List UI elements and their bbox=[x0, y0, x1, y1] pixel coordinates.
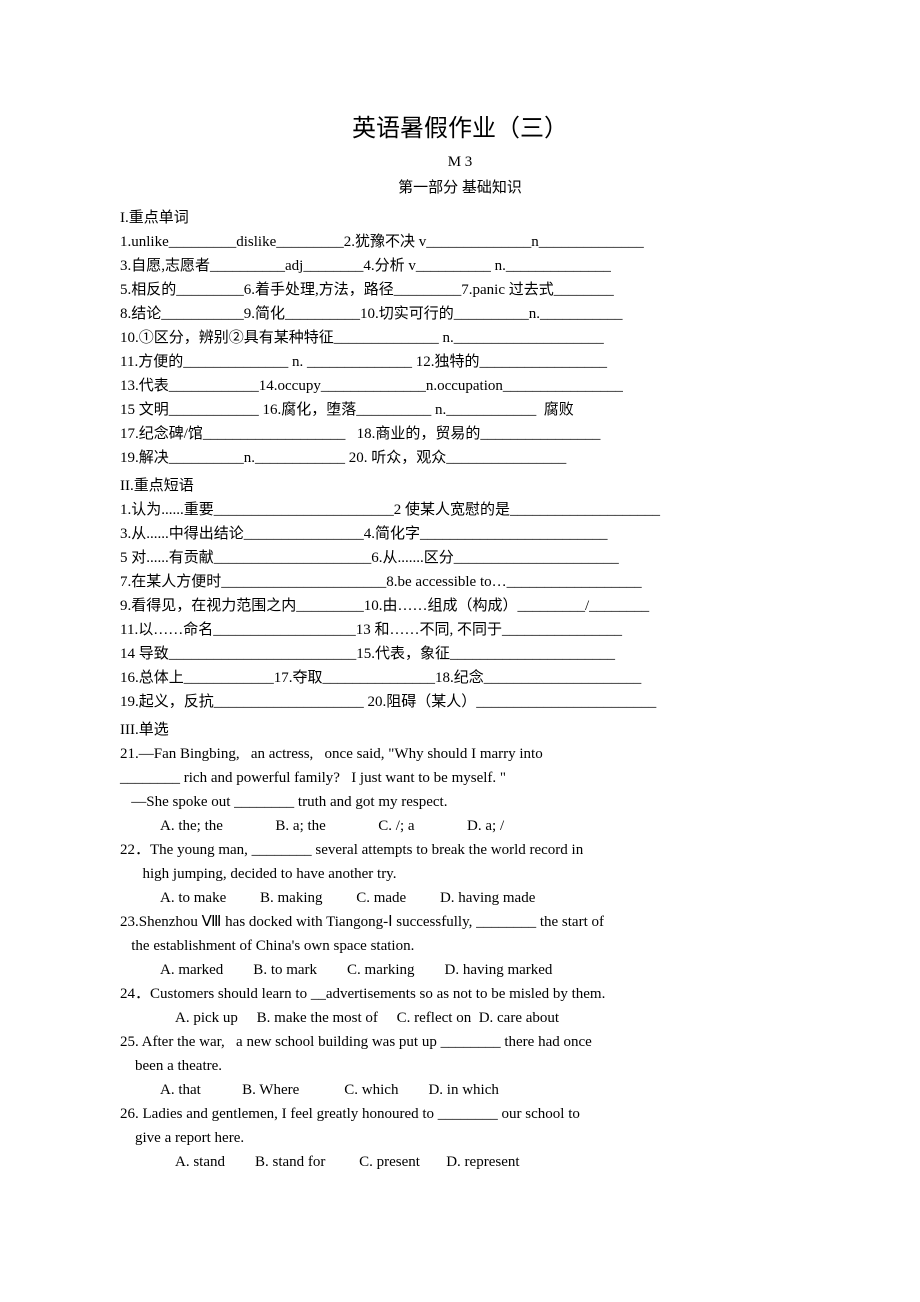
question-options: A. stand B. stand for C. present D. repr… bbox=[120, 1150, 800, 1174]
phrase-line: 9.看得见，在视力范围之内_________10.由……组成（构成）______… bbox=[120, 594, 800, 618]
phrase-line: 11.以……命名___________________13 和……不同, 不同于… bbox=[120, 618, 800, 642]
section-3-heading: III.单选 bbox=[120, 718, 800, 742]
phrase-line: 16.总体上____________17.夺取_______________18… bbox=[120, 666, 800, 690]
phrase-line: 5 对......有贡献_____________________6.从....… bbox=[120, 546, 800, 570]
vocab-line: 19.解决__________n.____________ 20. 听众，观众_… bbox=[120, 446, 800, 470]
vocab-line: 1.unlike_________dislike_________2.犹豫不决 … bbox=[120, 230, 800, 254]
question-line: 25. After the war, a new school building… bbox=[120, 1030, 800, 1054]
vocab-line: 5.相反的_________6.着手处理,方法，路径_________7.pan… bbox=[120, 278, 800, 302]
section-1-heading: I.重点单词 bbox=[120, 206, 800, 230]
page-subtitle: M 3 bbox=[120, 150, 800, 174]
section-2-heading: II.重点短语 bbox=[120, 474, 800, 498]
phrases-block: 1.认为......重要________________________2 使某… bbox=[120, 498, 800, 714]
worksheet-page: 英语暑假作业（三） M 3 第一部分 基础知识 I.重点单词 1.unlike_… bbox=[0, 0, 920, 1234]
phrase-line: 3.从......中得出结论________________4.简化字_____… bbox=[120, 522, 800, 546]
vocab-line: 8.结论___________9.简化__________10.切实可行的___… bbox=[120, 302, 800, 326]
question-line: 22．The young man, ________ several attem… bbox=[120, 838, 800, 862]
question-line: ________ rich and powerful family? I jus… bbox=[120, 766, 800, 790]
phrase-line: 14 导致_________________________15.代表，象征__… bbox=[120, 642, 800, 666]
section-label: 第一部分 基础知识 bbox=[120, 176, 800, 200]
vocab-line: 3.自愿,志愿者__________adj________4.分析 v_____… bbox=[120, 254, 800, 278]
question-line: 21.—Fan Bingbing, an actress, once said,… bbox=[120, 742, 800, 766]
question-options: A. pick up B. make the most of C. reflec… bbox=[120, 1006, 800, 1030]
questions-block: 21.—Fan Bingbing, an actress, once said,… bbox=[120, 742, 800, 1174]
vocab-line: 13.代表____________14.occupy______________… bbox=[120, 374, 800, 398]
question-line: 23.Shenzhou Ⅷ has docked with Tiangong-Ⅰ… bbox=[120, 910, 800, 934]
page-title: 英语暑假作业（三） bbox=[120, 110, 800, 148]
phrase-line: 1.认为......重要________________________2 使某… bbox=[120, 498, 800, 522]
question-line: high jumping, decided to have another tr… bbox=[120, 862, 800, 886]
phrase-line: 7.在某人方便时______________________8.be acces… bbox=[120, 570, 800, 594]
question-options: A. the; the B. a; the C. /; a D. a; / bbox=[120, 814, 800, 838]
vocab-line: 10.①区分，辨别②具有某种特征______________ n._______… bbox=[120, 326, 800, 350]
question-options: A. marked B. to mark C. marking D. havin… bbox=[120, 958, 800, 982]
vocab-line: 15 文明____________ 16.腐化，堕落__________ n._… bbox=[120, 398, 800, 422]
question-line: been a theatre. bbox=[120, 1054, 800, 1078]
question-line: 26. Ladies and gentlemen, I feel greatly… bbox=[120, 1102, 800, 1126]
question-line: give a report here. bbox=[120, 1126, 800, 1150]
question-options: A. that B. Where C. which D. in which bbox=[120, 1078, 800, 1102]
question-line: the establishment of China's own space s… bbox=[120, 934, 800, 958]
question-options: A. to make B. making C. made D. having m… bbox=[120, 886, 800, 910]
question-line: —She spoke out ________ truth and got my… bbox=[120, 790, 800, 814]
vocab-line: 17.纪念碑/馆___________________ 18.商业的，贸易的__… bbox=[120, 422, 800, 446]
vocab-line: 11.方便的______________ n. ______________ 1… bbox=[120, 350, 800, 374]
vocab-block: 1.unlike_________dislike_________2.犹豫不决 … bbox=[120, 230, 800, 470]
phrase-line: 19.起义，反抗____________________ 20.阻碍（某人）__… bbox=[120, 690, 800, 714]
question-line: 24．Customers should learn to __advertise… bbox=[120, 982, 800, 1006]
